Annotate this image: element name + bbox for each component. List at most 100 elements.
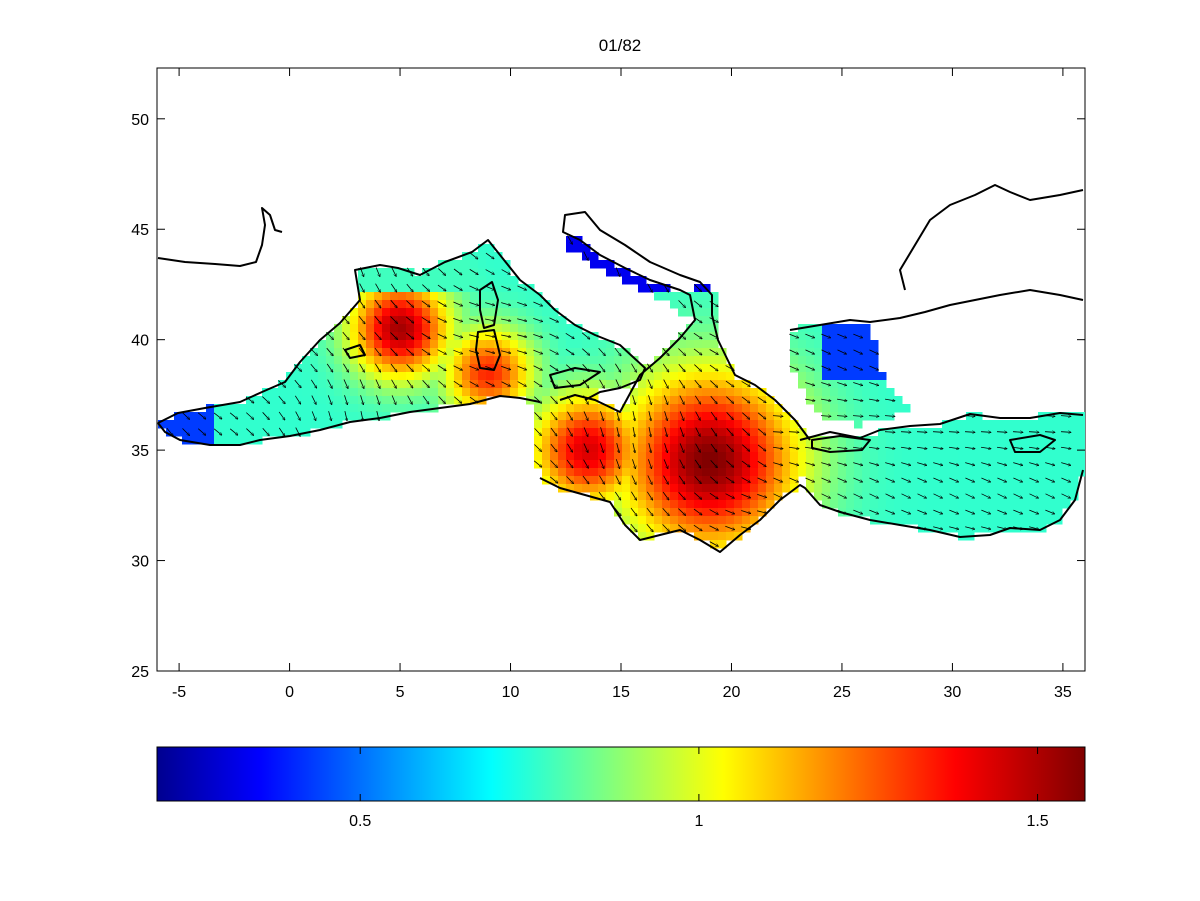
velocity-arrow [582,348,589,356]
field-cell [222,428,231,437]
velocity-arrow [773,462,783,466]
coastline-segment [157,395,541,446]
field-cell [534,404,543,413]
velocity-arrow [853,398,863,401]
field-cell [1014,436,1023,445]
velocity-arrow [805,462,815,466]
field-cell [750,484,759,493]
field-cell [878,372,887,381]
field-cell [798,340,807,349]
field-cell [198,420,207,429]
field-cell [662,292,671,301]
field-cell [670,396,679,405]
field-cell [374,372,383,381]
velocity-arrow [869,382,879,385]
field-cell [686,428,695,437]
velocity-arrow [725,476,734,483]
field-cell [814,380,823,389]
velocity-arrow [1028,447,1039,448]
field-cell [526,316,535,325]
field-cell [750,404,759,413]
velocity-arrow [632,395,636,405]
velocity-arrow [405,332,414,339]
field-cell [926,492,935,501]
field-cell [958,468,967,477]
field-cell [894,404,903,413]
field-cell [358,340,367,349]
field-cell [966,500,975,509]
field-cell [958,428,967,437]
velocity-arrow [996,447,1007,448]
velocity-arrow [868,447,879,448]
velocity-arrow [533,365,543,371]
field-cell [286,380,295,389]
field-cell [398,324,407,333]
field-cell [638,284,647,293]
field-cell [526,364,535,373]
field-cell [478,332,487,341]
field-cell [190,436,199,445]
field-cell [830,412,839,421]
field-cell [534,356,543,365]
field-cell [926,508,935,517]
field-cell [382,308,391,317]
field-cell [214,420,223,429]
field-cell [1022,444,1031,453]
field-cell [422,340,431,349]
field-cell [902,436,911,445]
field-cell [302,372,311,381]
field-cell [870,452,879,461]
velocity-arrow [421,364,430,371]
velocity-arrow [615,379,620,388]
field-cell [430,316,439,325]
field-cell [510,388,519,397]
field-cell [702,380,711,389]
velocity-arrow [501,302,511,306]
field-cell [678,500,687,509]
x-tick-label: 0 [285,684,294,701]
field-cell [454,372,463,381]
field-cell [366,292,375,301]
field-cell [606,460,615,469]
field-cell [806,356,815,365]
velocity-arrow [437,301,447,307]
field-cell [1038,500,1047,509]
field-cell [654,412,663,421]
field-cell [478,372,487,381]
field-cell [1054,508,1063,517]
velocity-arrow [262,396,269,404]
field-cell [806,324,815,333]
velocity-arrow [326,363,333,372]
field-cell [822,484,831,493]
velocity-arrow [517,334,527,337]
field-cell [838,436,847,445]
field-cell [654,476,663,485]
velocity-arrow [726,396,733,404]
field-cell [638,380,647,389]
field-cell [814,396,823,405]
field-cell [686,380,695,389]
velocity-arrow [311,395,316,405]
velocity-arrow [533,460,542,467]
field-cell [414,404,423,413]
field-cell [830,332,839,341]
velocity-arrow [805,349,814,354]
field-cell [734,404,743,413]
field-cell [734,476,743,485]
field-cell [486,388,495,397]
field-cell [718,396,727,405]
field-cell [974,428,983,437]
field-cell [750,516,759,525]
field-cell [1022,452,1031,461]
field-cell [398,308,407,317]
field-cell [670,292,679,301]
velocity-arrow [869,365,878,370]
field-cell [558,404,567,413]
velocity-arrow [501,269,511,275]
field-cell [894,476,903,485]
velocity-arrow [901,493,910,498]
field-cell [638,364,647,373]
field-cell [902,500,911,509]
field-cell [502,276,511,285]
velocity-arrow [664,411,668,421]
